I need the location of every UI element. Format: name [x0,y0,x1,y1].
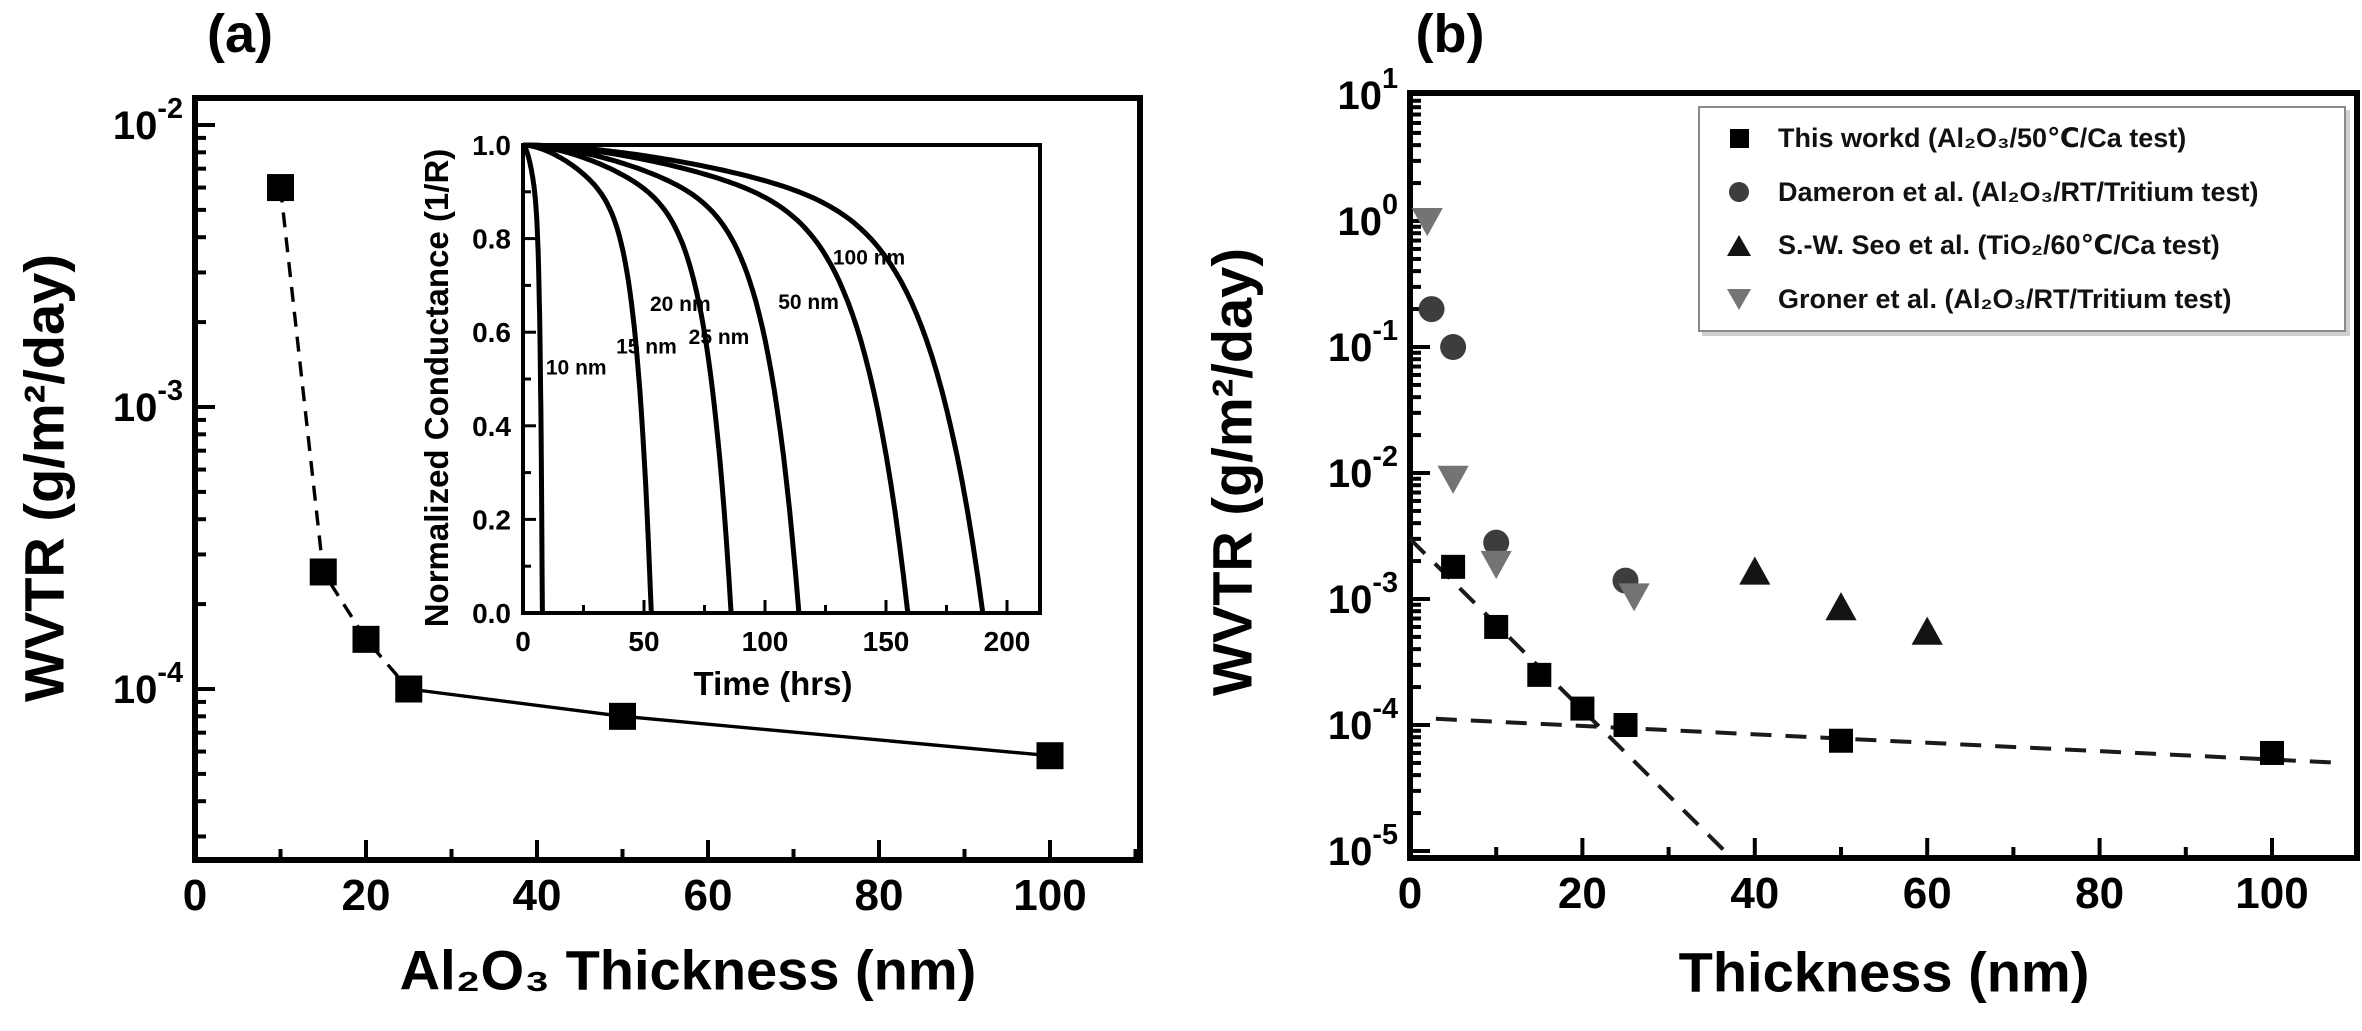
square-marker [2260,740,2284,765]
square-marker [352,625,380,653]
circle-marker [1418,296,1445,323]
inset-y-tick-label: 1.0 [472,130,511,161]
panel-b-letter: (b) [1415,4,1485,64]
panel-b-x-axis-title: Thickness (nm) [1678,940,2090,1004]
legend: This workd (Al₂O₃/50℃/Ca test) Dameron e… [1698,106,2346,332]
square-marker-icon [1726,129,1752,149]
triangle-down-marker [1480,550,1512,579]
square-marker [1613,713,1638,737]
inset-x-tick-label: 0 [515,626,531,657]
panel-b-trend-line [1435,716,2342,765]
panel-a-x-tick-label: 80 [855,871,904,920]
triangle-down-marker [1411,208,1443,237]
inset-x-tick-label: 200 [984,626,1031,657]
panel-b-x-tick-label: 20 [1558,869,1607,918]
inset-y-tick-label: 0.0 [472,598,511,629]
panel-a-x-tick-label: 60 [684,871,733,920]
inset-x-tick-label: 100 [742,626,789,657]
panel-b-x-tick-label: 40 [1730,869,1779,918]
panel-a-y-tick-label: 10-3 [113,375,183,430]
triangle-down-marker [1618,583,1650,612]
panel-a-x-tick-label: 100 [1013,871,1086,920]
panel-a-series-line [278,187,411,691]
panel-b-y-tick-label: 100 [1337,189,1398,244]
square-marker [1441,554,1466,579]
panel-b-y-tick-label: 10-2 [1328,441,1398,496]
inset-y-tick-label: 0.8 [472,224,511,255]
inset-x-tick-label: 50 [628,626,659,657]
triangle-down-marker-icon [1726,288,1752,310]
inset-curve-label: 10 nm [546,356,607,379]
panel-b-trend-line [1408,537,1727,853]
triangle-down-marker [1437,465,1469,494]
panel-a-y-axis-title: WVTR (g/m²/day) [12,254,76,702]
legend-entry-groner: Groner et al. (Al₂O₃/RT/Tritium test) [1726,284,2340,315]
triangle-up-marker [1825,592,1857,621]
inset-curve-label: 25 nm [689,326,750,349]
panel-b-y-tick-label: 10-3 [1328,567,1398,622]
panel-a-y-tick-label: 10-2 [113,93,183,148]
inset-y-axis-title: Normalized Conductance (1/R) [418,148,455,628]
inset-x-axis-title: Time (hrs) [693,665,853,702]
inset-curve-label: 100 nm [833,246,905,269]
panel-b-x-tick-label: 100 [2235,869,2308,918]
square-marker [309,558,337,586]
square-marker [267,174,294,202]
inset-curve [523,142,986,614]
panel-b-y-tick-label: 10-4 [1328,693,1398,748]
square-marker [1527,662,1552,687]
legend-entry-this-work: This workd (Al₂O₃/50℃/Ca test) [1726,123,2340,154]
panel-a-x-axis-title: Al₂O₃ Thickness (nm) [399,938,977,1002]
square-marker [1570,696,1595,721]
square-marker [609,702,636,730]
inset-background [519,141,1044,617]
panel-a-x-tick-label: 40 [513,871,562,920]
legend-label: This workd (Al₂O₃/50℃/Ca test) [1778,123,2187,154]
panel-b-y-tick-label: 10-5 [1328,819,1398,874]
circle-marker-icon [1726,182,1752,203]
circle-marker [1440,334,1467,360]
inset-y-tick-label: 0.4 [472,411,511,442]
panel-a-x-tick-label: 20 [342,871,391,920]
square-marker [1484,614,1509,639]
inset-y-tick-label: 0.2 [472,504,511,535]
panel-b-x-tick-label: 80 [2075,869,2124,918]
panel-a-x-tick-label: 0 [183,871,207,920]
panel-b-x-tick-label: 0 [1398,869,1422,918]
panel-a-frame [192,95,1143,863]
legend-label: Groner et al. (Al₂O₃/RT/Tritium test) [1778,283,2232,314]
legend-entry-dameron: Dameron et al. (Al₂O₃/RT/Tritium test) [1726,177,2340,208]
panel-b-frame [1407,90,2360,861]
inset-curve-label: 50 nm [778,291,839,314]
panel-a-letter: (a) [207,4,273,64]
square-marker [1036,742,1064,770]
panel-b-x-tick-label: 60 [1903,869,1952,918]
triangle-up-marker [1911,616,1943,645]
inset-curve-label: 15 nm [616,335,677,358]
panel-b-y-tick-label: 101 [1337,63,1398,118]
triangle-up-marker-icon [1726,235,1752,257]
legend-entry-seo: S.-W. Seo et al. (TiO₂/60℃/Ca test) [1726,230,2340,261]
inset-curve-label: 20 nm [650,293,711,316]
legend-label: Dameron et al. (Al₂O₃/RT/Tritium test) [1778,176,2259,207]
inset-y-tick-label: 0.6 [472,317,511,348]
legend-label: S.-W. Seo et al. (TiO₂/60℃/Ca test) [1778,230,2220,261]
square-marker [395,675,423,703]
inset-curve [520,142,545,614]
panel-a-y-tick-label: 10-4 [113,657,183,712]
inset-x-tick-label: 150 [863,626,910,657]
panel-b-y-axis-title: WVTR (g/m²/day) [1200,248,1264,696]
square-marker [1829,728,1853,753]
triangle-up-marker [1739,556,1771,585]
circle-marker [1483,529,1510,556]
panel-b-y-tick-label: 10-1 [1328,315,1398,370]
inset-curve [521,142,654,614]
